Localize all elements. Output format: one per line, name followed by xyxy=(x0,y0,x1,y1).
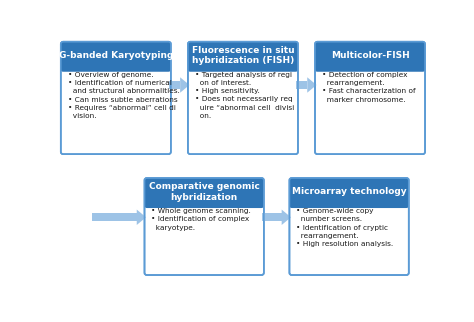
Text: Comparative genomic
hybridization: Comparative genomic hybridization xyxy=(149,182,260,202)
Bar xyxy=(317,58,423,70)
Polygon shape xyxy=(180,77,190,93)
FancyBboxPatch shape xyxy=(145,178,264,208)
Bar xyxy=(190,58,296,70)
Text: Fluorescence in situ
hybridization (FISH): Fluorescence in situ hybridization (FISH… xyxy=(191,46,294,65)
FancyBboxPatch shape xyxy=(290,178,409,275)
Polygon shape xyxy=(307,77,317,93)
Polygon shape xyxy=(137,210,146,225)
Bar xyxy=(262,213,282,221)
Bar xyxy=(147,194,262,206)
Text: • Overview of genome.
• Identification of numerical
  and structural abnormaliti: • Overview of genome. • Identification o… xyxy=(68,72,180,119)
Text: • Detection of complex
  rearrangement.
• Fast characterization of
  marker chro: • Detection of complex rearrangement. • … xyxy=(322,72,416,102)
Text: • Whole genome scanning.
• Identification of complex
  karyotype.: • Whole genome scanning. • Identificatio… xyxy=(152,208,251,231)
Text: • Genome-wide copy
  number screens.
• Identification of cryptic
  rearrangement: • Genome-wide copy number screens. • Ide… xyxy=(296,208,393,247)
FancyBboxPatch shape xyxy=(61,42,171,154)
Polygon shape xyxy=(282,210,291,225)
Text: Microarray technology: Microarray technology xyxy=(292,187,406,196)
FancyBboxPatch shape xyxy=(188,42,298,72)
Bar xyxy=(169,81,180,89)
FancyBboxPatch shape xyxy=(290,178,409,208)
FancyBboxPatch shape xyxy=(315,42,425,72)
FancyBboxPatch shape xyxy=(315,42,425,154)
FancyBboxPatch shape xyxy=(188,42,298,154)
Text: Multicolor-FISH: Multicolor-FISH xyxy=(331,51,410,60)
Bar xyxy=(63,58,169,70)
Text: • Targeted analysis of regi
  on of interest.
• High sensitivity.
• Does not nec: • Targeted analysis of regi on of intere… xyxy=(195,72,294,119)
Text: G-banded Karyotyping: G-banded Karyotyping xyxy=(59,51,173,60)
Bar xyxy=(296,81,307,89)
Bar xyxy=(292,194,406,206)
FancyBboxPatch shape xyxy=(61,42,171,72)
Bar xyxy=(92,213,137,221)
FancyBboxPatch shape xyxy=(145,178,264,275)
